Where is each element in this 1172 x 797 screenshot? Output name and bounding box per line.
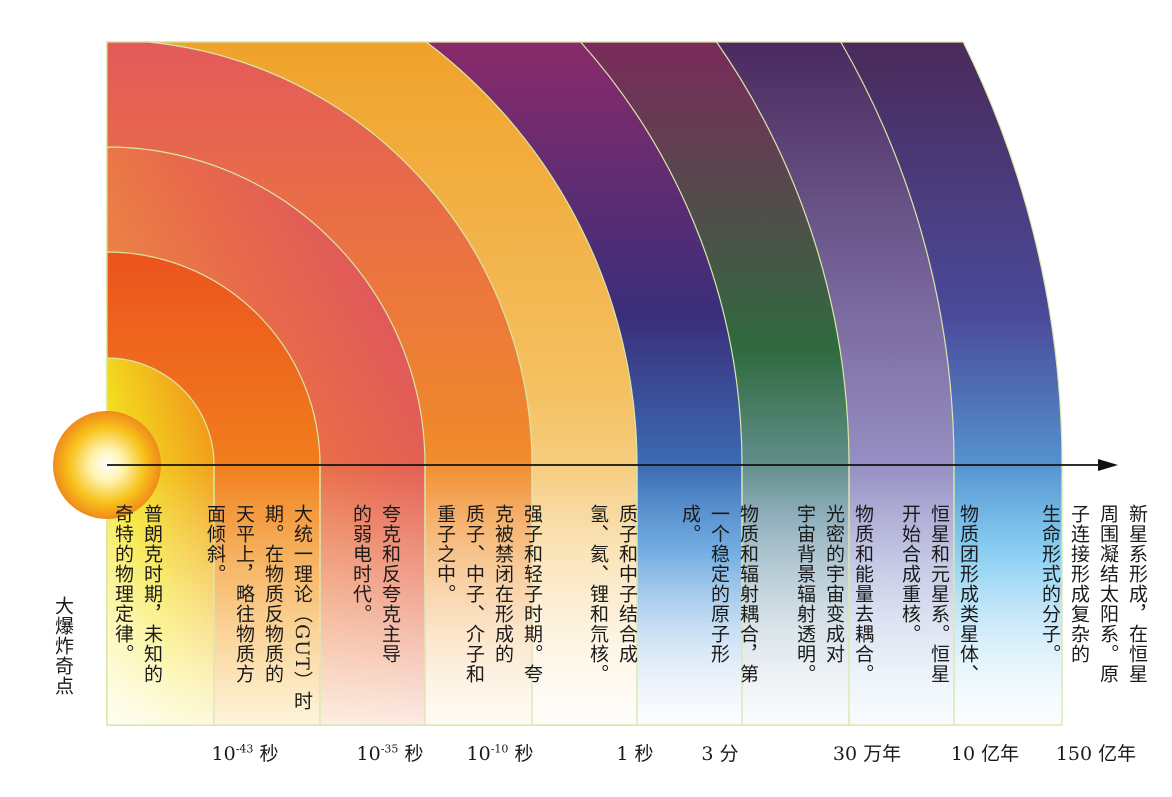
band-text-panel <box>319 464 426 726</box>
era-desc-quasars: 物质团形成类星体、 恒星和元星系。恒星 开始合成重核。 <box>899 504 979 684</box>
big-bang-label: 大爆炸奇点 <box>52 596 74 696</box>
era-bands <box>106 41 1063 726</box>
era-desc-gut: 大统一理论（GUT）时 期。在物质反物质的 天平上，略往物质方 面倾斜。 <box>204 504 313 711</box>
era-desc-solar-system: 新星系形成，在恒星 周围凝结太阳系。原 子连接形成复杂的 生命形式的分子。 <box>1039 504 1148 684</box>
band-text-panel <box>953 464 1063 726</box>
time-label-2: 10-35 秒 <box>356 742 424 765</box>
band-text-panel <box>636 464 743 726</box>
era-desc-electroweak: 夸克和反夸克主导 的弱电时代。 <box>350 504 401 664</box>
time-label-5: 3 分 <box>701 743 739 765</box>
time-axis-arrow-icon <box>1098 459 1118 471</box>
era-desc-hadron-lepton: 强子和轻子时期。夸 克被禁闭在形成的 质子、中子、介子和 重子之中。 <box>434 504 543 684</box>
time-label-7: 10 亿年 <box>950 743 1020 765</box>
era-desc-nucleosynthesis: 质子和中子结合成 氢、氦、锂和氘核。 <box>587 504 638 684</box>
band-text-panel <box>741 464 850 726</box>
time-label-8: 150 亿年 <box>1055 743 1137 765</box>
band-text-panel <box>424 464 533 726</box>
time-label-4: 1 秒 <box>616 743 654 765</box>
era-desc-matter-radiation: 物质和辐射耦合，第 一个稳定的原子形 成。 <box>679 504 759 684</box>
time-label-6: 30 万年 <box>832 743 902 765</box>
era-desc-planck: 普朗克时期，未知的 奇特的物理定律。 <box>112 504 163 684</box>
era-desc-decoupling: 物质和能量去耦合。 光密的宇宙变成对 宇宙背景辐射透明。 <box>794 504 874 684</box>
band-text-panel <box>213 464 321 726</box>
time-label-1: 10-43 秒 <box>211 742 279 765</box>
time-label-3: 10-10 秒 <box>466 742 534 765</box>
band-text-panel <box>848 464 955 726</box>
